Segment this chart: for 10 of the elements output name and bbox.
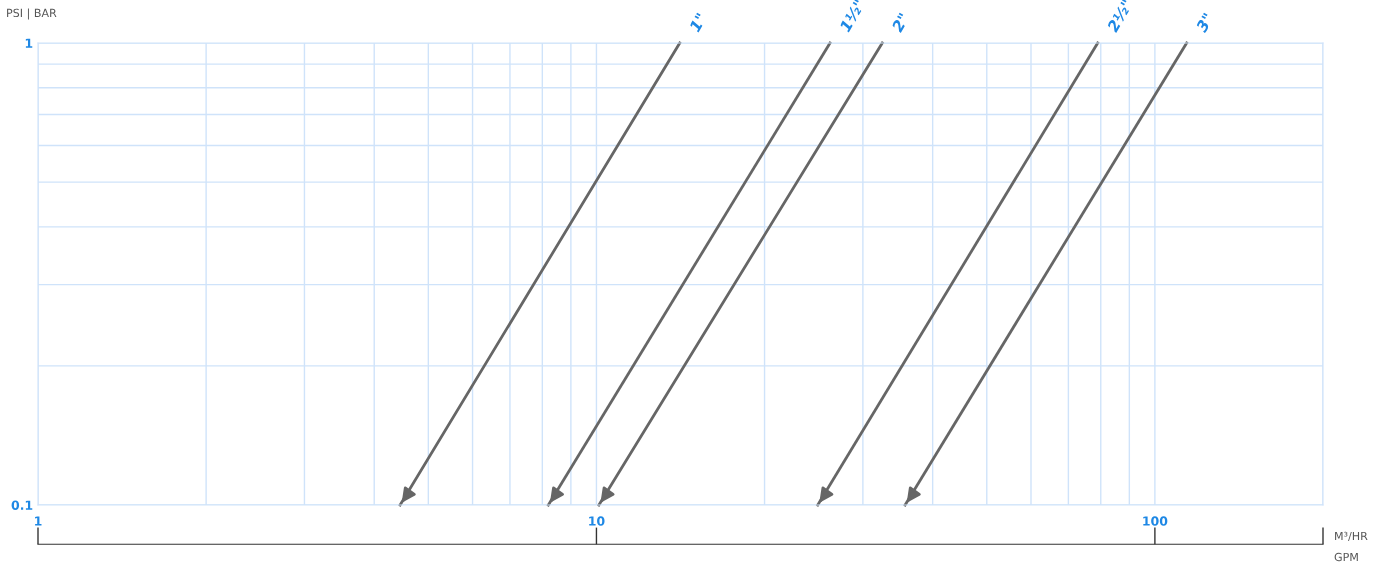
text: GPM — [1334, 552, 1358, 562]
text: 1" — [688, 12, 707, 33]
x-tick-label: 1 — [35, 516, 42, 526]
y-axis-title: PSI | BAR — [7, 8, 57, 20]
text: 3" — [1195, 12, 1214, 34]
y-tick-label: 0.1 — [11, 500, 33, 510]
x-axis-title: M³/HR — [1335, 531, 1368, 542]
x-tick-label: 100 — [1143, 516, 1168, 526]
x-tick-label: 10 — [589, 516, 605, 526]
text: 2" — [890, 12, 910, 33]
